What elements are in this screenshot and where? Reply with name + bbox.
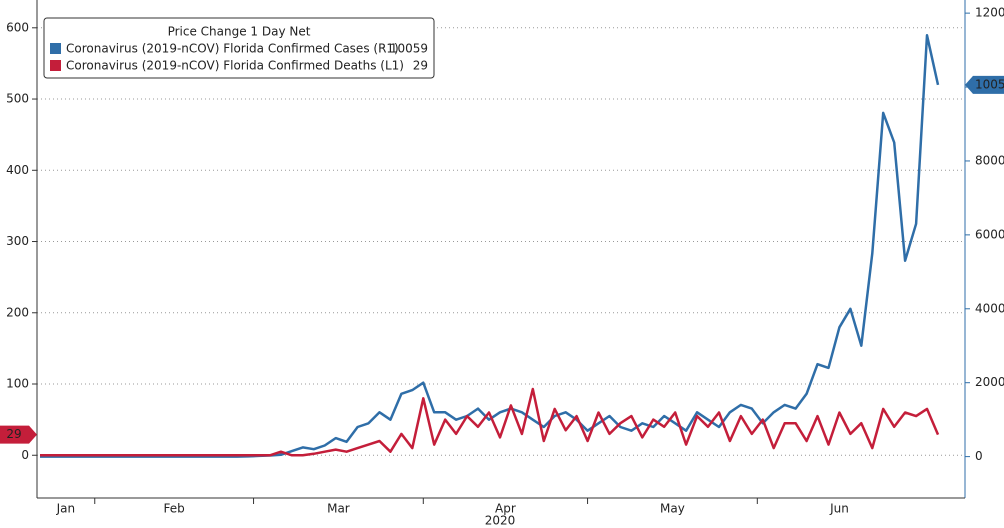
legend-box [43, 17, 435, 79]
y-tick-label: 0 [21, 448, 29, 462]
value-callout [0, 425, 37, 444]
y-tick-label: 500 [6, 92, 29, 106]
legend-swatch [50, 60, 61, 71]
x-tick-label: Jan [56, 502, 76, 516]
value-callout-label: 29 [6, 427, 21, 441]
x-tick-label: May [660, 502, 685, 516]
axes [36, 0, 966, 499]
legend-swatch [50, 43, 61, 54]
legend-label: Coronavirus (2019-nCOV) Florida Confirme… [66, 59, 404, 73]
y-tick-label: 100 [6, 377, 29, 391]
x-tick-label: Mar [327, 502, 350, 516]
y2-tick-label: 2000 [975, 375, 1004, 389]
x-tick-label: Jun [829, 502, 849, 516]
y-tick-label: 400 [6, 163, 29, 177]
legend-title: Price Change 1 Day Net [168, 25, 311, 39]
y-tick-label: 300 [6, 234, 29, 248]
legend-value: 10059 [390, 42, 428, 56]
series-line [40, 34, 940, 458]
grid [37, 27, 965, 456]
y2-tick-label: 4000 [975, 301, 1004, 315]
series-line [40, 387, 940, 457]
y2-tick-label: 0 [975, 449, 983, 463]
y2-tick-label: 12000 [975, 6, 1004, 20]
legend: Price Change 1 Day Net Coronavirus (2019… [43, 17, 435, 79]
y2-tick-label: 8000 [975, 153, 1004, 167]
x-tick-label: Feb [164, 502, 185, 516]
x-axis-label: 2020 [485, 514, 516, 528]
legend-label: Coronavirus (2019-nCOV) Florida Confirme… [66, 42, 399, 56]
value-callout-label: 10059 [975, 77, 1004, 91]
legend-value: 29 [413, 59, 428, 73]
x-tick-label: Apr [495, 502, 516, 516]
plot-lines [40, 34, 940, 458]
y-tick-label: 600 [6, 20, 29, 34]
value-callout [965, 75, 1004, 94]
y2-tick-label: 6000 [975, 227, 1004, 241]
y-tick-label: 200 [6, 305, 29, 319]
